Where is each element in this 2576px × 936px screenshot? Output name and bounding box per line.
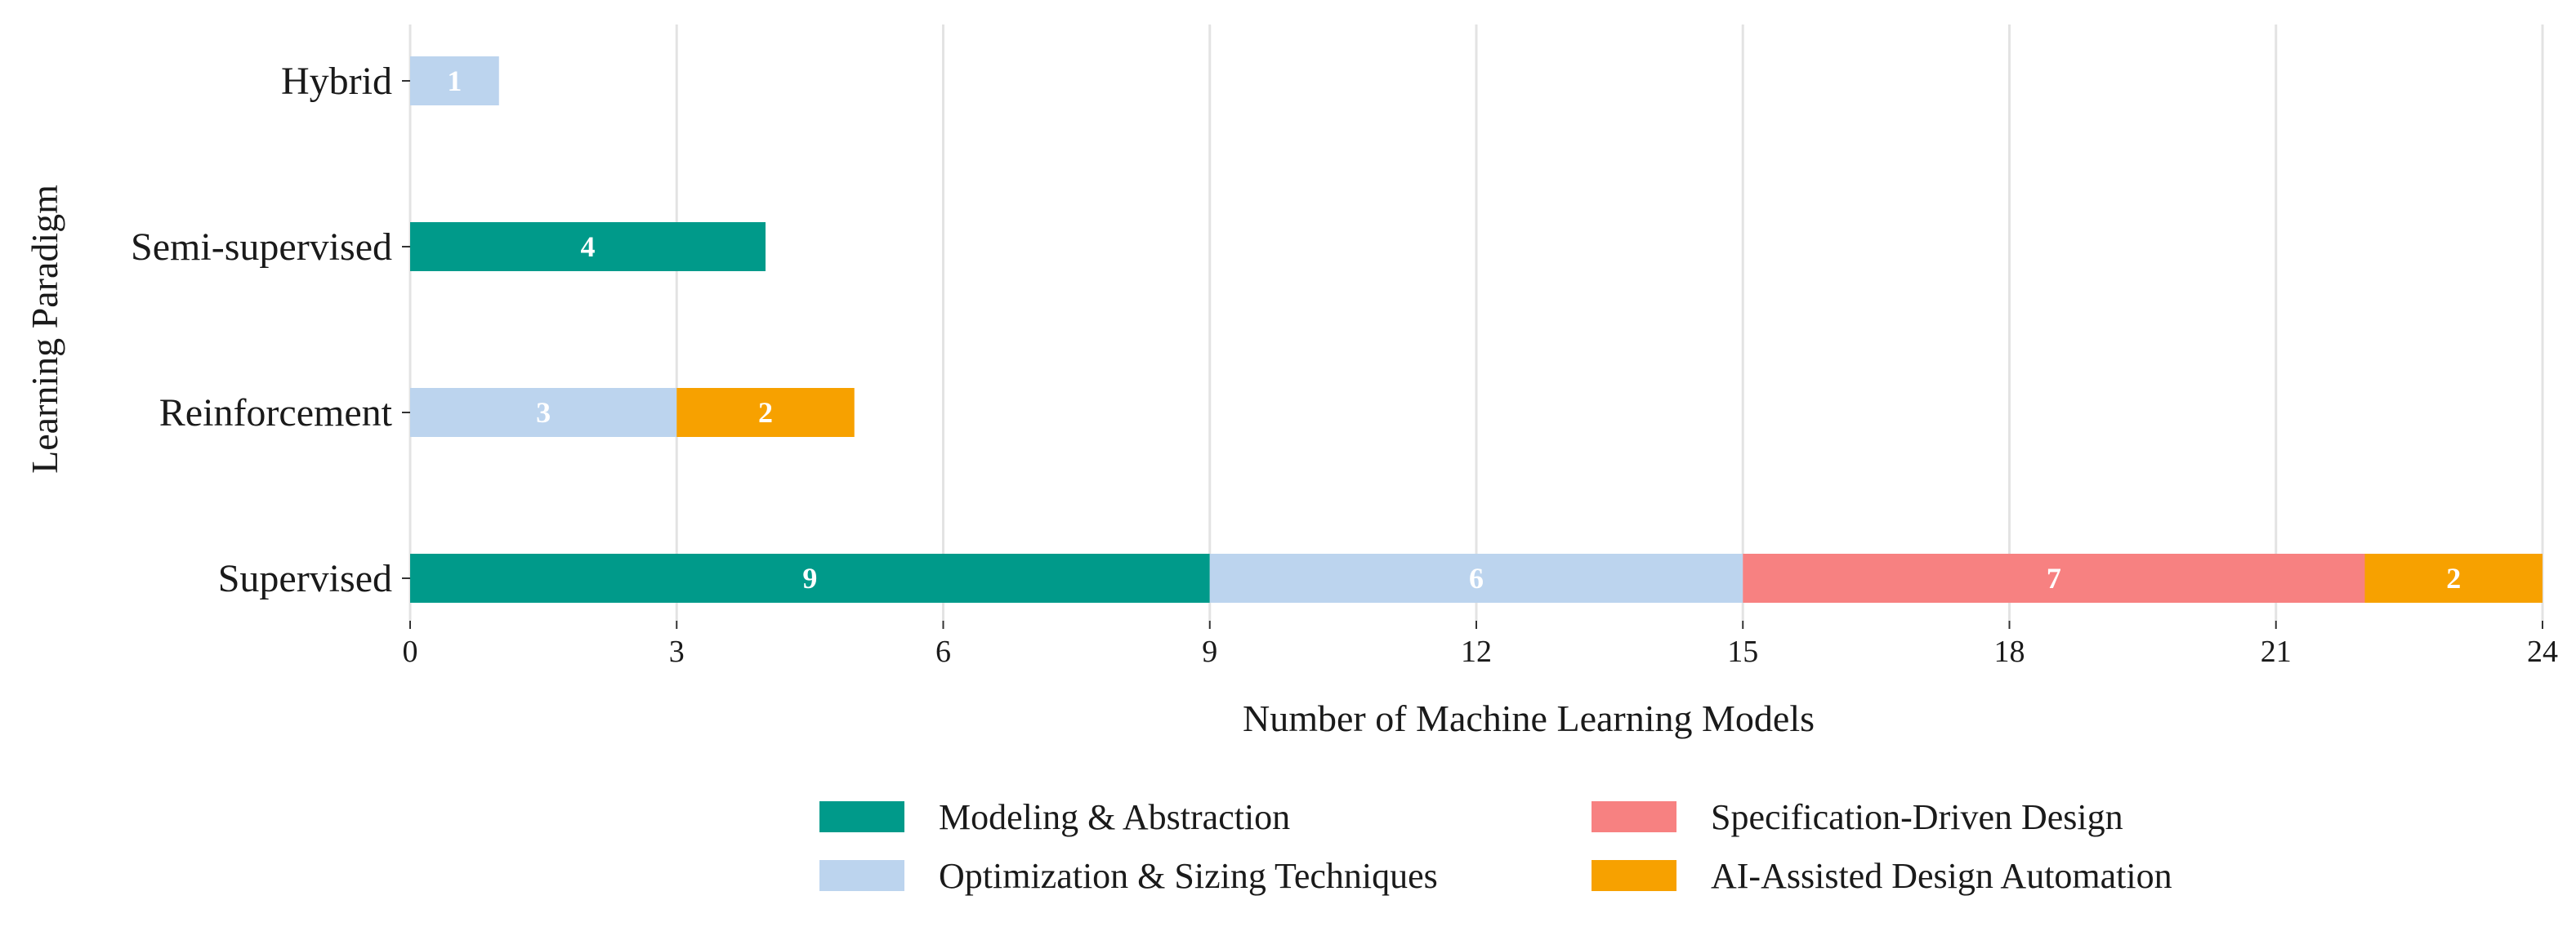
bar-supervised-ai-assisted-design-automation bbox=[2364, 554, 2543, 603]
x-tick-label: 6 bbox=[935, 635, 951, 669]
legend: Modeling & Abstraction Optimization & Siz… bbox=[819, 797, 2172, 896]
x-tick-label: 12 bbox=[1461, 635, 1492, 669]
x-axis-title: Number of Machine Learning Models bbox=[1243, 698, 1815, 739]
x-tick-label: 3 bbox=[669, 635, 685, 669]
bar-value-label: 4 bbox=[581, 230, 596, 263]
gridlines bbox=[408, 25, 2544, 621]
bar-value-label: 2 bbox=[2446, 562, 2461, 595]
bar-supervised-specification-driven-design bbox=[1743, 554, 2365, 603]
bar-supervised-optimization-sizing-techniques bbox=[1209, 554, 1743, 603]
bar-value-label: 6 bbox=[1469, 562, 1484, 595]
x-tick-label: 21 bbox=[2261, 635, 2292, 669]
bar-value-label: 3 bbox=[536, 396, 551, 429]
legend-swatch-specification-driven-design bbox=[1592, 801, 1676, 832]
x-tick-label: 15 bbox=[1727, 635, 1758, 669]
legend-label-optimization-sizing-techniques: Optimization & Sizing Techniques bbox=[939, 856, 1438, 896]
legend-swatch-modeling-abstraction bbox=[819, 801, 904, 832]
bar-hybrid-optimization-sizing-techniques bbox=[410, 56, 499, 105]
legend-label-modeling-abstraction: Modeling & Abstraction bbox=[939, 797, 1290, 837]
bar-value-label: 7 bbox=[2047, 562, 2061, 595]
axes: 0 3 6 9 12 15 18 21 24SupervisedReinforcementSem… bbox=[131, 60, 2558, 669]
bar-value-label: 2 bbox=[758, 396, 773, 429]
bar-supervised-modeling-abstraction bbox=[410, 554, 1210, 603]
bars: 9 6 7 2 3 2 4 1 bbox=[410, 56, 2543, 603]
legend-swatch-optimization-sizing-techniques bbox=[819, 860, 904, 891]
y-tick-label-hybrid: Hybrid bbox=[281, 60, 392, 103]
bar-reinforcement-ai-assisted-design-automation bbox=[676, 388, 855, 437]
legend-label-specification-driven-design: Specification-Driven Design bbox=[1711, 797, 2123, 837]
legend-label-ai-assisted-design-automation: AI-Assisted Design Automation bbox=[1711, 856, 2172, 896]
y-tick-label-supervised: Supervised bbox=[218, 557, 392, 600]
y-tick-label-semi-supervised: Semi-supervised bbox=[131, 225, 392, 269]
x-tick-label: 0 bbox=[403, 635, 418, 669]
y-tick-label-reinforcement: Reinforcement bbox=[159, 391, 393, 435]
bar-reinforcement-optimization-sizing-techniques bbox=[410, 388, 677, 437]
legend-swatch-ai-assisted-design-automation bbox=[1592, 860, 1676, 891]
y-axis-title: Learning Paradigm bbox=[24, 185, 65, 474]
x-tick-label: 18 bbox=[1994, 635, 2025, 669]
bar-value-label: 9 bbox=[802, 562, 817, 595]
bar-value-label: 1 bbox=[447, 65, 462, 97]
x-tick-label: 24 bbox=[2527, 635, 2558, 669]
x-tick-label: 9 bbox=[1202, 635, 1217, 669]
bar-semi-supervised-modeling-abstraction bbox=[410, 222, 766, 271]
